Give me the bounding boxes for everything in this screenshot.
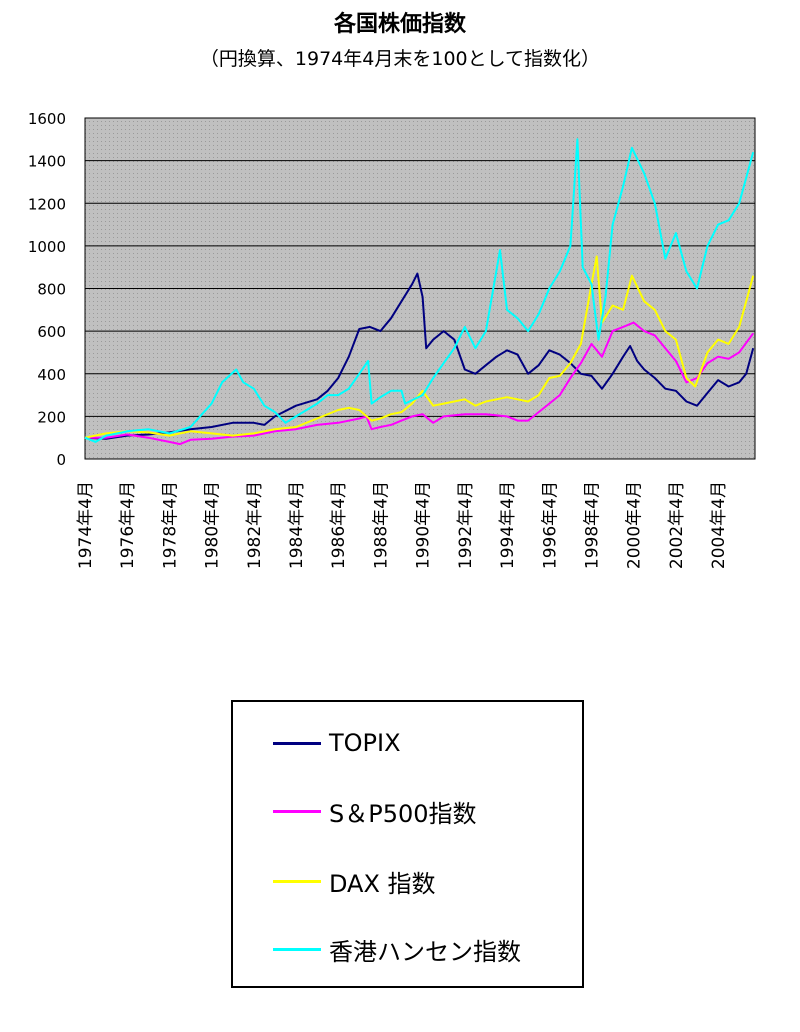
chart-legend: TOPIX S＆P500指数 DAX 指数 香港ハンセン指数 xyxy=(231,700,584,988)
legend-swatch-dax xyxy=(273,879,321,883)
x-tick-label: 1976年4月 xyxy=(118,481,138,569)
x-tick-label: 1990年4月 xyxy=(414,481,434,569)
legend-label-hangseng: 香港ハンセン指数 xyxy=(329,937,521,966)
legend-swatch-hangseng xyxy=(273,947,321,951)
legend-label-topix: TOPIX xyxy=(329,729,401,757)
x-tick-label: 1994年4月 xyxy=(498,481,518,569)
chart-title: 各国株価指数 xyxy=(333,12,466,37)
x-tick-label: 2002年4月 xyxy=(667,481,687,569)
line-chart: 0 200 400 600 800 1000 1200 1400 1600 1974年4月 1976… xyxy=(28,110,756,569)
x-tick-label: 1982年4月 xyxy=(245,481,265,569)
x-tick-label: 1988年4月 xyxy=(371,481,391,569)
legend-label-dax: DAX 指数 xyxy=(329,869,436,898)
x-tick-label: 2004年4月 xyxy=(709,481,729,569)
x-tick-label: 2000年4月 xyxy=(625,481,645,569)
series-line-0 xyxy=(84,272,755,440)
legend-label-sp500: S＆P500指数 xyxy=(329,799,477,828)
x-tick-label: 1998年4月 xyxy=(583,481,603,569)
legend-item-sp500: S＆P500指数 xyxy=(273,796,477,828)
y-tick-label: 800 xyxy=(37,281,66,299)
plot-frame xyxy=(84,117,756,460)
y-tick-label: 1400 xyxy=(28,153,66,171)
legend-swatch-sp500 xyxy=(273,809,321,813)
legend-swatch-topix xyxy=(273,741,321,745)
x-tick-label: 1996年4月 xyxy=(540,481,560,569)
y-tick-label: 1000 xyxy=(28,238,66,256)
x-tick-label: 1986年4月 xyxy=(329,481,349,569)
series-line-1 xyxy=(85,321,755,446)
y-tick-label: 400 xyxy=(37,366,66,384)
y-tick-label: 1600 xyxy=(28,110,66,128)
legend-item-dax: DAX 指数 xyxy=(273,866,436,898)
series-line-3 xyxy=(84,138,755,443)
y-tick-label: 200 xyxy=(37,408,66,426)
chart-subtitle: （円換算、1974年4月末を100として指数化） xyxy=(199,48,601,70)
x-tick-label: 1992年4月 xyxy=(456,481,476,569)
legend-item-hangseng: 香港ハンセン指数 xyxy=(273,934,521,966)
legend-item-topix: TOPIX xyxy=(273,728,401,758)
x-tick-label: 1978年4月 xyxy=(160,481,180,569)
y-tick-label: 0 xyxy=(56,451,66,469)
x-tick-label: 1974年4月 xyxy=(76,481,96,569)
x-tick-label: 1980年4月 xyxy=(203,481,223,569)
x-tick-label: 1984年4月 xyxy=(287,481,307,569)
y-tick-label: 1200 xyxy=(28,195,66,213)
y-tick-label: 600 xyxy=(37,323,66,341)
series-line-2 xyxy=(84,255,755,439)
